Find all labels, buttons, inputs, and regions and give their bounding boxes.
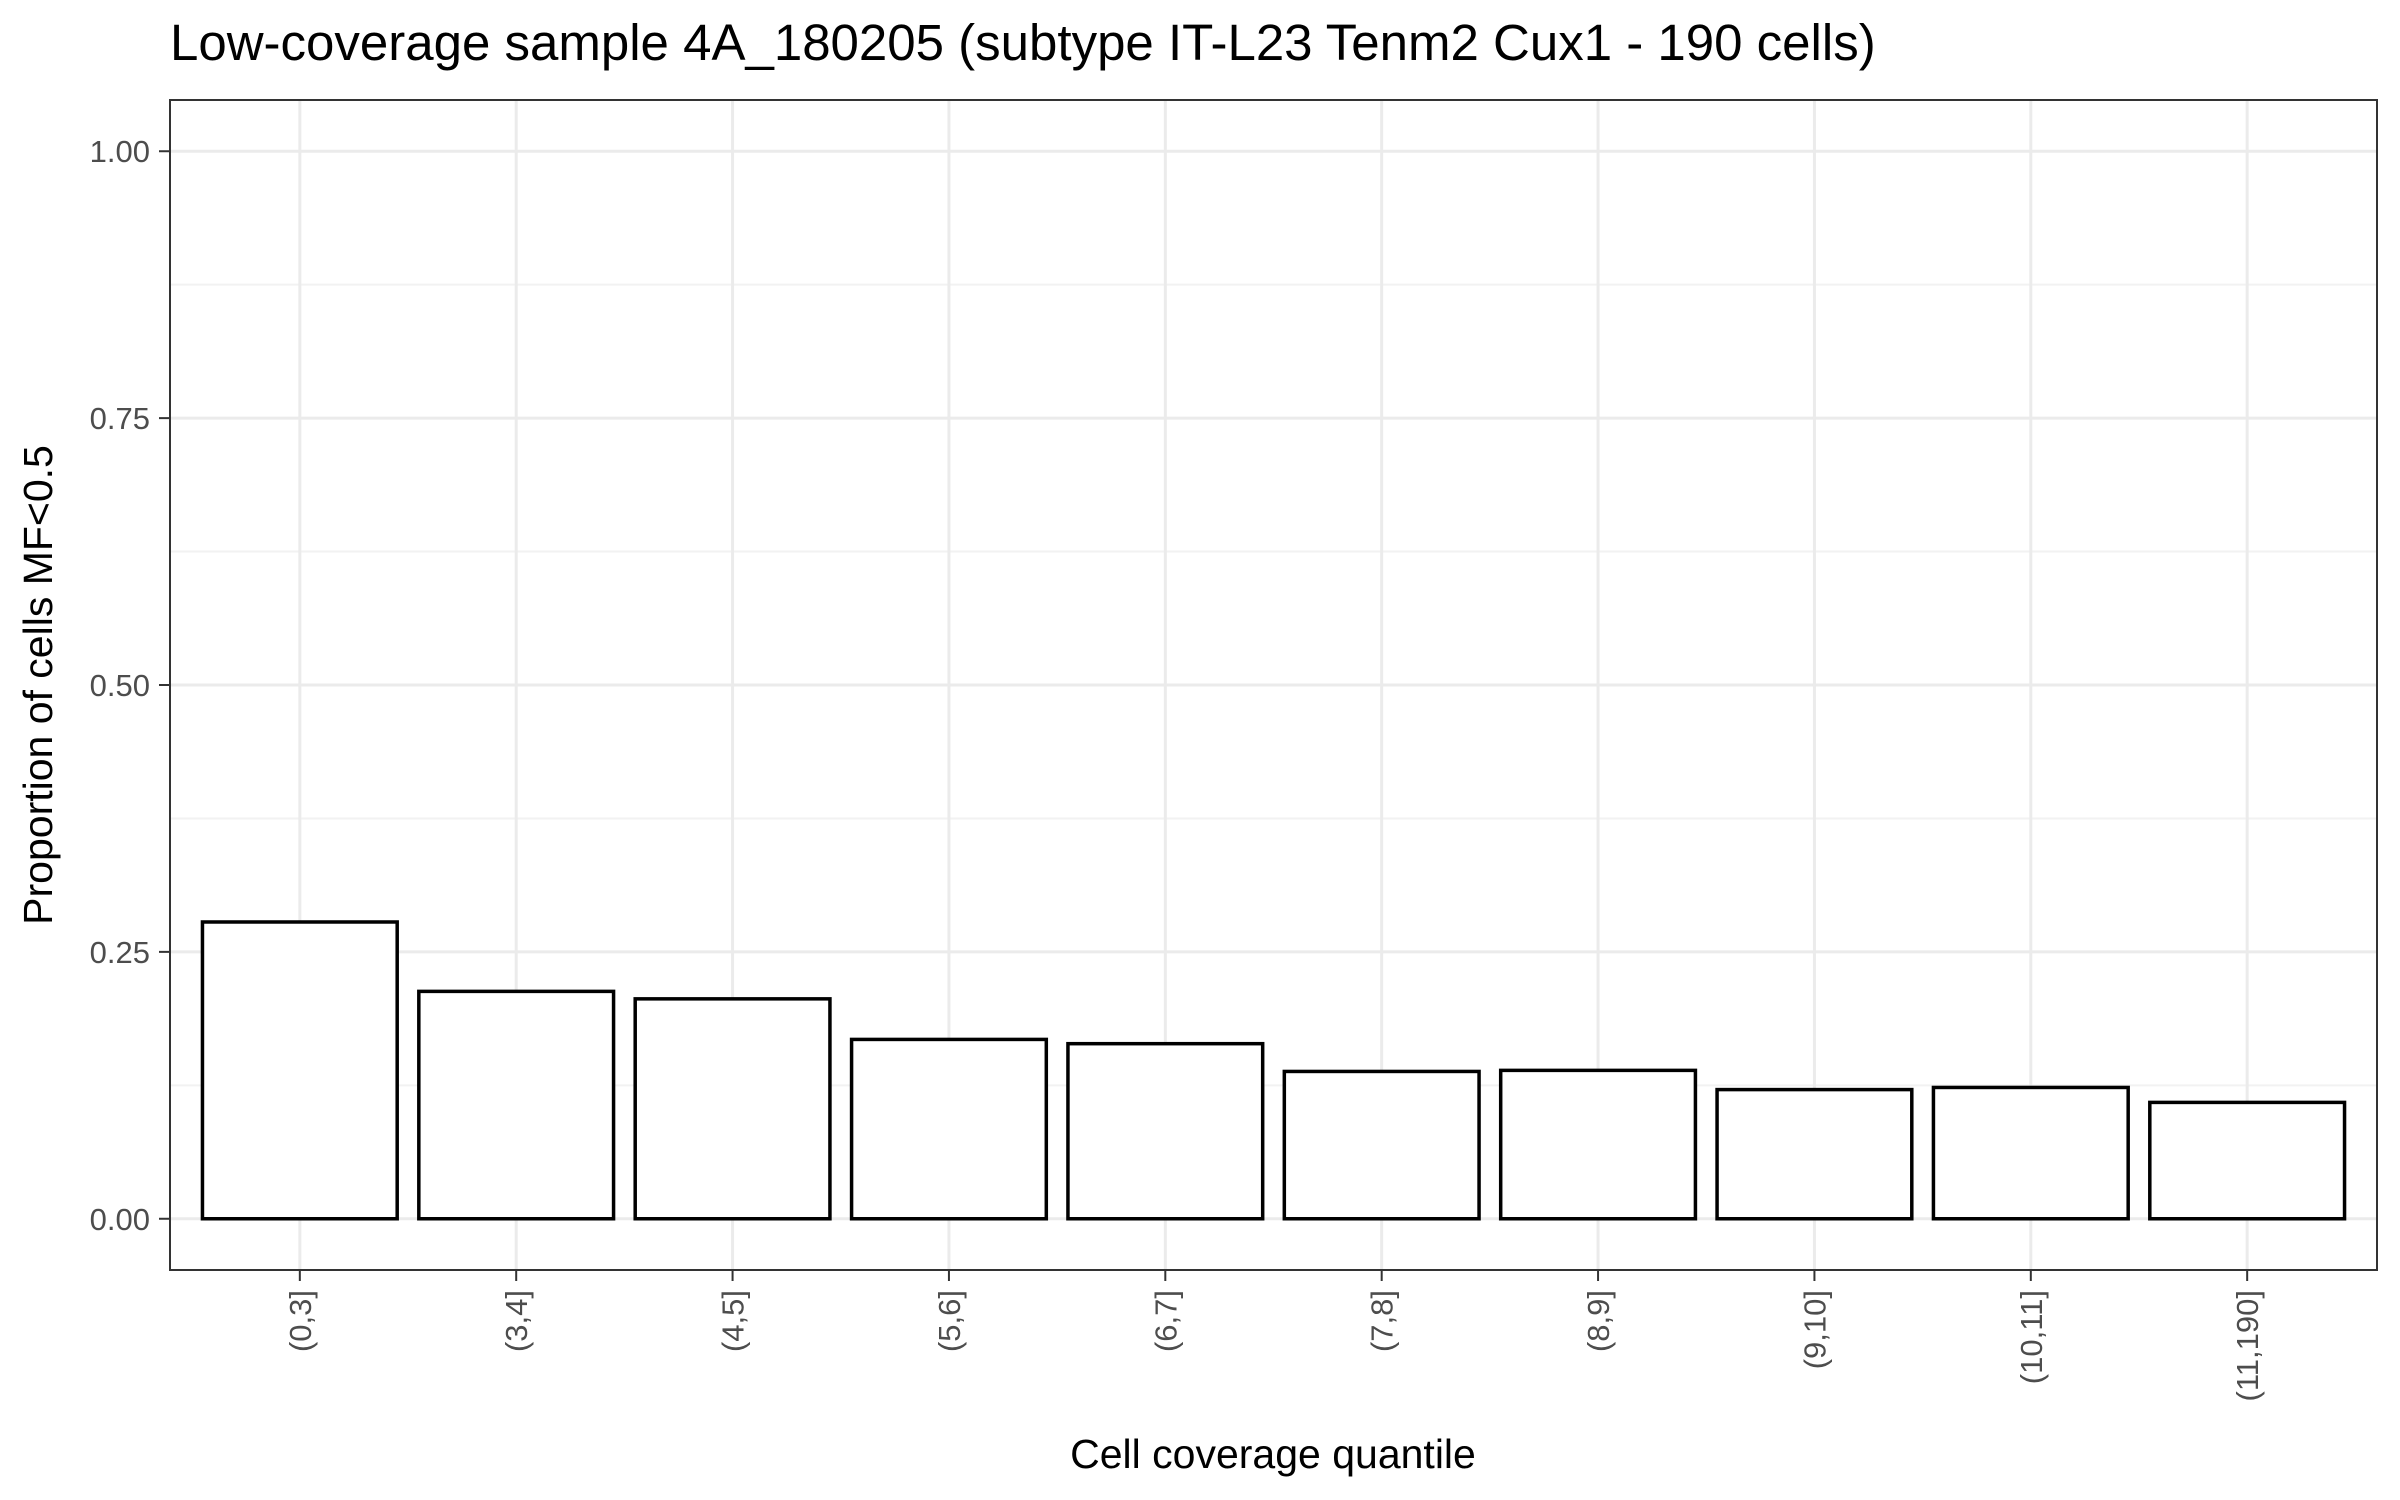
bars bbox=[200, 920, 2347, 1221]
x-tick-label: (7,8] bbox=[1365, 1290, 1400, 1352]
y-axis: 0.00 0.25 0.50 0.75 1.00 bbox=[90, 134, 170, 1237]
bar bbox=[2148, 1100, 2347, 1221]
bar bbox=[200, 920, 399, 1221]
y-tick-label: 0.50 bbox=[90, 668, 150, 703]
x-tick-label: (6,7] bbox=[1148, 1290, 1183, 1352]
bar bbox=[1066, 1041, 1265, 1221]
bar bbox=[1282, 1069, 1481, 1221]
x-tick-label: (0,3] bbox=[283, 1290, 318, 1352]
x-tick-label: (3,4] bbox=[499, 1290, 534, 1352]
bar bbox=[1715, 1087, 1914, 1221]
x-tick-label: (8,9] bbox=[1581, 1290, 1616, 1352]
x-axis-title: Cell coverage quantile bbox=[1070, 1431, 1476, 1477]
x-tick-label: (11,190] bbox=[2230, 1290, 2265, 1401]
y-tick-label: 1.00 bbox=[90, 134, 150, 169]
bar bbox=[1498, 1068, 1698, 1221]
y-tick-label: 0.00 bbox=[90, 1202, 150, 1237]
bar bbox=[1931, 1085, 2130, 1221]
chart-title: Low-coverage sample 4A_180205 (subtype I… bbox=[170, 14, 1876, 71]
x-axis: (0,3] (3,4] (4,5] (5,6] (6,7] (7,8] (8,9] (9,10… bbox=[283, 1270, 2265, 1401]
bar bbox=[417, 989, 616, 1221]
y-tick-label: 0.75 bbox=[90, 401, 150, 436]
bar bbox=[849, 1037, 1049, 1221]
x-tick-label: (9,10] bbox=[1797, 1290, 1832, 1369]
x-tick-label: (5,6] bbox=[932, 1290, 967, 1352]
x-tick-label: (4,5] bbox=[716, 1290, 751, 1352]
y-axis-title: Proportion of cells MF<0.5 bbox=[15, 445, 61, 925]
y-tick-label: 0.25 bbox=[90, 935, 150, 970]
bar bbox=[633, 997, 832, 1221]
x-tick-label: (10,11] bbox=[2014, 1290, 2049, 1384]
